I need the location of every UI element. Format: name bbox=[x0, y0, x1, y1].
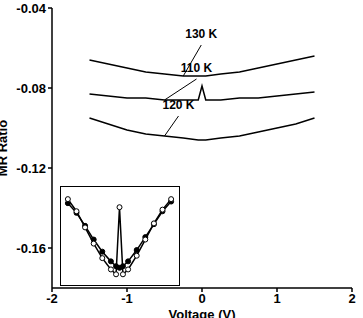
svg-text:120 K: 120 K bbox=[162, 98, 194, 112]
svg-text:-2: -2 bbox=[46, 291, 58, 306]
svg-text:-0.04: -0.04 bbox=[16, 1, 46, 16]
svg-text:-0.16: -0.16 bbox=[16, 241, 46, 256]
svg-text:MR Ratio: MR Ratio bbox=[8, 120, 10, 176]
svg-text:-1: -1 bbox=[121, 291, 133, 306]
svg-text:0: 0 bbox=[198, 291, 205, 306]
svg-text:1: 1 bbox=[273, 291, 280, 306]
svg-text:-0.12: -0.12 bbox=[16, 161, 46, 176]
svg-text:2: 2 bbox=[348, 291, 355, 306]
svg-text:110 K: 110 K bbox=[181, 61, 213, 75]
svg-text:130 K: 130 K bbox=[185, 27, 217, 41]
svg-text:Voltage (V): Voltage (V) bbox=[169, 307, 236, 318]
svg-text:-0.08: -0.08 bbox=[16, 81, 46, 96]
